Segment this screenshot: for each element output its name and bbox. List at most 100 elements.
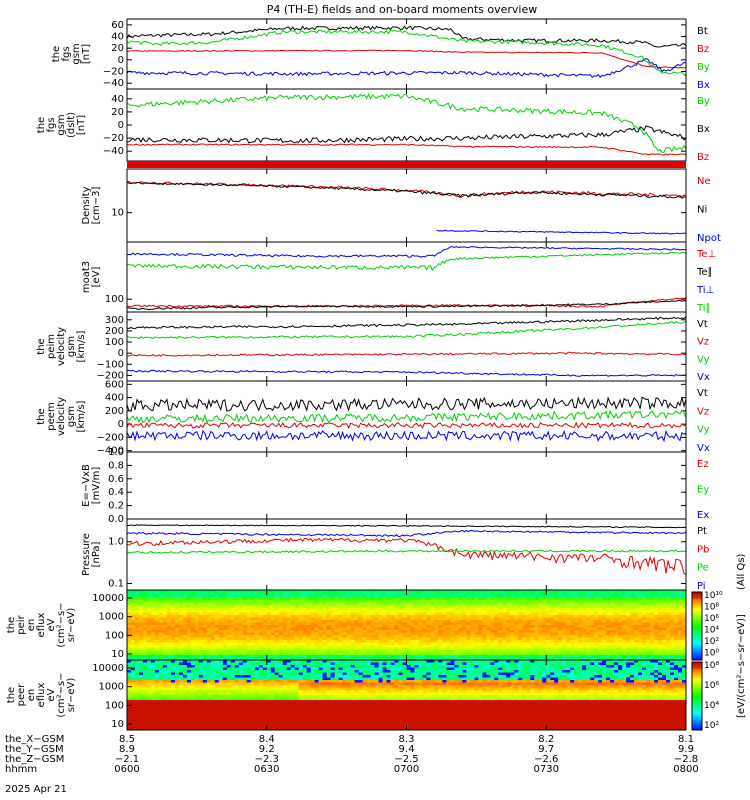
legend-Bx: Bx (697, 80, 710, 91)
ytick: 20 (111, 43, 124, 54)
ytick: 10 (111, 719, 124, 730)
legend-Vz: Vz (697, 406, 709, 417)
ytick: 1.0 (108, 537, 124, 548)
series-Bx (126, 125, 687, 144)
xtick: 9.4 (399, 744, 415, 755)
series-Bz (126, 143, 687, 156)
panels: 6040200−20−40BtBzByBxthefgsgsm[nT]40200−… (6, 18, 721, 731)
ytick: −200 (97, 370, 124, 381)
xtick: 0600 (114, 764, 139, 775)
ylabel: thepeemvelocitygsm[km/s] (36, 397, 87, 436)
xaxis-row-label: the_Z−GSM (5, 754, 64, 765)
ytick: 1000 (99, 612, 124, 623)
panel-2: 40 20 0 −20 −40 By Bx Bz thefgsgsm(dslt)[nT] (36, 88, 710, 163)
series-Bz (126, 49, 687, 69)
colorbar-tick: 10² (704, 721, 719, 731)
ytick: −400 (97, 446, 124, 457)
legend-Ti⊥: Ti⊥ (696, 285, 714, 296)
legend-By: By (697, 96, 710, 107)
ytick: 0.4 (108, 487, 124, 498)
panel-frame (126, 168, 687, 243)
series-Bt (126, 25, 687, 48)
legend-Bx: Bx (697, 124, 710, 135)
ytick: 1.0 (108, 447, 124, 458)
xaxis-row-label: the_X−GSM (5, 734, 64, 745)
legend-Pe: Pe (697, 563, 709, 574)
ytick: 10000 (92, 593, 124, 604)
series-Te⊥ (126, 297, 687, 308)
ytick: 40 (111, 94, 124, 105)
ytick: 0.2 (108, 501, 124, 512)
colorbar-tick: 10⁴ (704, 701, 719, 711)
ytick: −20 (103, 67, 124, 78)
ytick: 60 (111, 20, 124, 31)
legend-Pi: Pi (697, 581, 706, 592)
ytick: 20 (111, 107, 124, 118)
legend-Ne: Ne (697, 176, 711, 187)
xtick: 0730 (534, 764, 559, 775)
ytick: −100 (97, 359, 124, 370)
series-Pt (126, 524, 687, 529)
colorbar-label-2: (All Qs) (736, 553, 747, 590)
spectrogram-9 (127, 590, 687, 661)
xtick: 9.7 (538, 744, 554, 755)
series-Npot (436, 229, 687, 235)
xtick: −2.8 (674, 754, 698, 765)
colorbar-tick: 10⁸ (704, 661, 719, 671)
date-label: 2025 Apr 21 (5, 784, 67, 795)
xtick: −2.3 (255, 754, 279, 765)
legend-Vy: Vy (697, 354, 710, 365)
series-Ni (126, 181, 687, 199)
series-Vt (126, 396, 687, 412)
legend-Vx: Vx (697, 443, 710, 454)
panel-9: 10000 1000 100 10 thepeirenefluxeV(cm²−s−sr−… (6, 589, 687, 661)
ytick: 10000 (92, 663, 124, 674)
legend-Ni: Ni (697, 205, 707, 216)
xtick: 8.5 (119, 734, 135, 745)
ylabel: thepeimvelocitygsm[km/s] (36, 327, 87, 366)
ytick: 0.0 (108, 514, 124, 525)
series-Vx (126, 429, 687, 443)
colorbar-tick: 10⁴ (704, 626, 719, 636)
series-Ti∥ (126, 251, 687, 271)
legend-Ti∥: Ti∥ (696, 303, 711, 314)
ylabel: moat3[eV] (81, 261, 102, 293)
ytick: 0 (118, 120, 124, 131)
series-Bx (126, 57, 687, 79)
panel-frame (126, 88, 687, 162)
panel-10: 10000 1000 100 10 thepeerenefluxeV(cm²−s−sr−… (6, 659, 687, 731)
ytick: 100 (105, 294, 124, 305)
ytick: 40 (111, 32, 124, 43)
xtick: 9.2 (259, 744, 275, 755)
ytick: 200 (105, 326, 124, 337)
panel-frame (126, 241, 687, 313)
ytick: 10 (111, 208, 124, 219)
xtick: 8.3 (399, 734, 415, 745)
xtick: 8.2 (538, 734, 554, 745)
series-By (126, 92, 687, 154)
figure-title: P4 (TH-E) fields and on-board moments ov… (267, 3, 538, 16)
colorbar-tick: 10⁸ (704, 603, 719, 613)
ytick: 0.8 (108, 460, 124, 471)
legend-Ex: Ex (697, 510, 709, 521)
series-Vy (126, 409, 687, 424)
legend-Npot: Npot (697, 233, 721, 244)
ytick: 100 (105, 337, 124, 348)
ytick: 100 (105, 700, 124, 711)
legend-Ey: Ey (697, 485, 709, 496)
legend-Pt: Pt (697, 526, 707, 537)
ytick: 400 (105, 393, 124, 404)
xtick: 0700 (394, 764, 419, 775)
flag-bar (127, 161, 686, 168)
colorbar-tick: 10¹⁰ (704, 591, 723, 601)
legend-Vt: Vt (697, 319, 708, 330)
panel-8: 1.0 0.1 Pt Pb Pe Pi Pressure[nPa] (81, 518, 709, 592)
panel-7: 1.0 0.8 0.6 0.4 0.2 0.0 Ez Ey Ex E=−VxB[mV/m] (81, 447, 709, 525)
ytick: 1000 (99, 682, 124, 693)
ytick: −40 (103, 146, 124, 157)
legend-Bt: Bt (697, 26, 708, 37)
series-Te∥ (126, 299, 687, 311)
legend-Ez: Ez (697, 459, 709, 470)
